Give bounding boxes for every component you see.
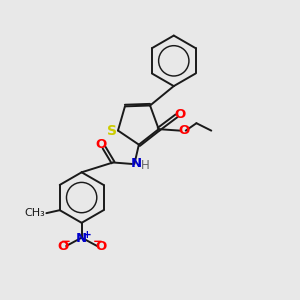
Text: N: N (131, 157, 142, 170)
Text: −: − (93, 235, 103, 248)
Text: O: O (95, 138, 106, 151)
Text: S: S (106, 124, 116, 138)
Text: O: O (95, 240, 106, 253)
Text: CH₃: CH₃ (24, 208, 45, 218)
Text: O: O (178, 124, 190, 137)
Text: N: N (76, 232, 87, 245)
Text: H: H (141, 159, 150, 172)
Text: O: O (175, 108, 186, 121)
Text: +: + (82, 230, 91, 240)
Text: −: − (61, 235, 70, 248)
Text: O: O (57, 240, 68, 253)
